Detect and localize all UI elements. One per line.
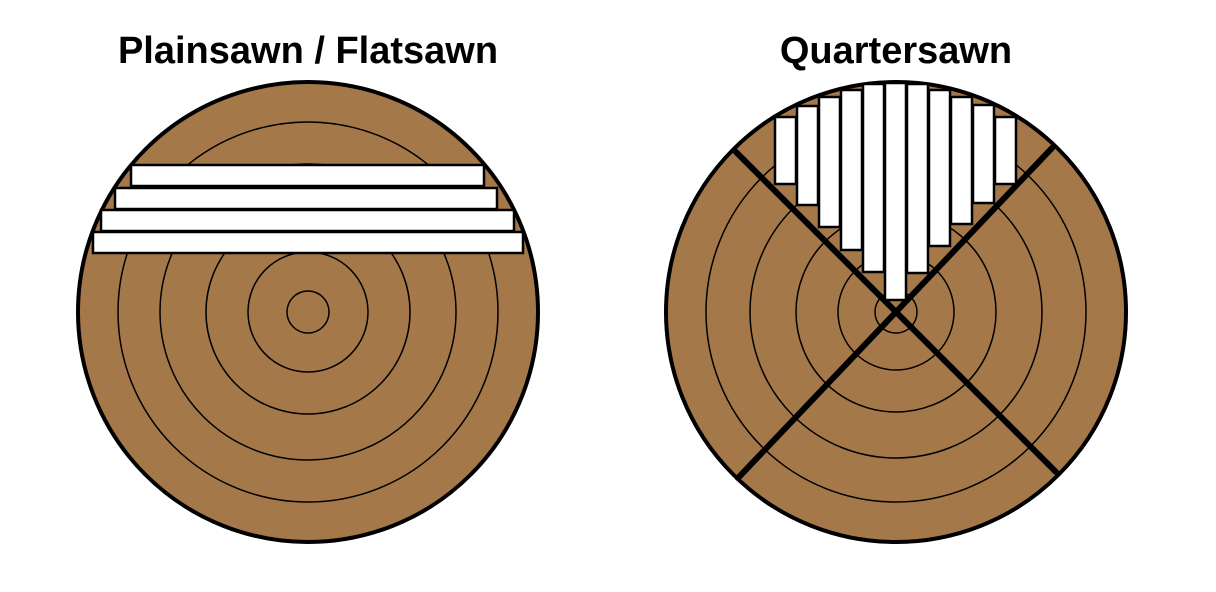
flatsawn-boards: [91, 163, 525, 255]
quarter-cut-lines: [733, 145, 1059, 481]
growth-ring: [286, 290, 330, 334]
board: [839, 88, 864, 252]
board: [905, 82, 930, 275]
quartersawn-log: [664, 80, 1128, 544]
board: [795, 104, 820, 207]
growth-ring: [117, 121, 499, 503]
growth-rings: [117, 121, 499, 503]
board: [99, 208, 516, 233]
board: [883, 81, 908, 302]
log-cross-section: [76, 80, 540, 544]
plainsawn-log: [76, 80, 540, 544]
board: [949, 95, 974, 226]
plainsawn-title: Plainsawn / Flatsawn: [117, 30, 499, 72]
quartersawn-title: Quartersawn: [779, 30, 1013, 72]
board: [927, 88, 952, 248]
quartersawn-boards: [773, 81, 1018, 302]
board: [773, 115, 798, 186]
board: [113, 186, 499, 211]
board: [861, 82, 886, 274]
board: [817, 95, 842, 229]
board: [993, 115, 1018, 186]
quarter-cut-line: [735, 145, 1055, 481]
board: [971, 103, 996, 205]
board: [129, 163, 486, 188]
board: [91, 230, 525, 255]
